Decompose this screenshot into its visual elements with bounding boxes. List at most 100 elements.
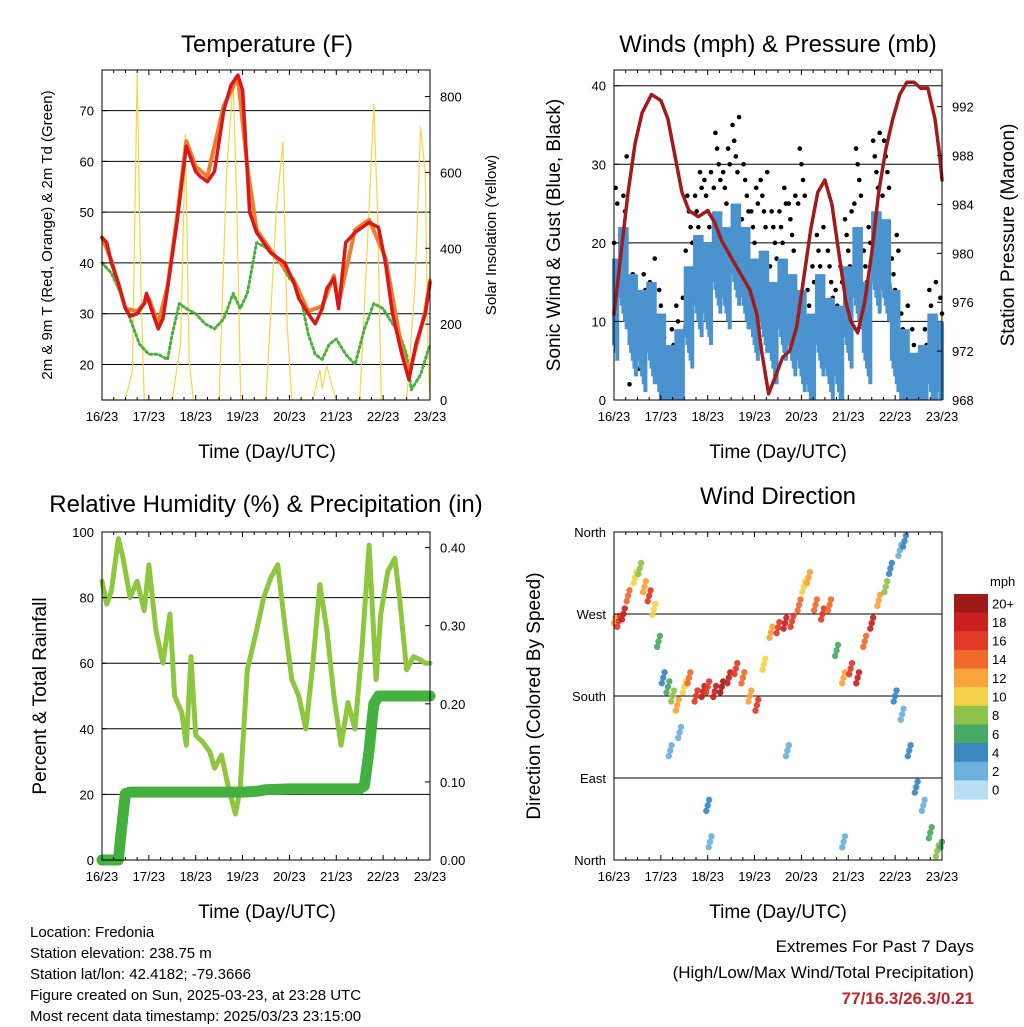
direction-point	[846, 670, 853, 678]
x-tick-label: 21/23	[832, 409, 865, 424]
direction-point	[834, 641, 842, 649]
direction-point	[691, 698, 698, 705]
direction-point	[712, 682, 720, 690]
gust-point	[624, 154, 629, 159]
direction-point	[649, 611, 656, 619]
direction-point	[790, 612, 797, 620]
colorbar-swatch	[954, 668, 988, 688]
gust-point	[758, 177, 763, 183]
direction-point	[704, 802, 711, 809]
direction-point	[669, 692, 676, 700]
direction-point	[841, 833, 849, 840]
direction-point	[752, 707, 759, 714]
y-tick-label: West	[577, 607, 607, 622]
y-tick-label: 400	[440, 241, 462, 256]
direction-point	[644, 598, 651, 605]
station-location: Location: Fredonia	[30, 924, 155, 941]
colorbar-label: 4	[992, 745, 999, 760]
gust-point	[742, 177, 748, 183]
gust-point	[833, 287, 838, 293]
direction-point	[783, 614, 790, 621]
direction-point	[687, 669, 694, 676]
direction-point	[875, 597, 882, 604]
direction-point	[806, 568, 814, 576]
gust-point	[685, 193, 690, 199]
direction-point	[635, 570, 642, 578]
gust-point	[821, 224, 826, 230]
direction-point	[732, 665, 740, 672]
temperature-panel: Temperature (F) 20 30 40 50 60 70 0 200 400 600 80…	[39, 31, 500, 463]
direction-point	[655, 638, 662, 645]
x-tick-label: 19/23	[738, 409, 771, 424]
direction-point	[767, 629, 775, 636]
direction-point	[920, 802, 927, 809]
direction-point	[746, 692, 754, 700]
direction-point	[925, 834, 933, 842]
temperature-series	[100, 73, 432, 401]
gust-point	[703, 193, 709, 199]
colorbar-label: 12	[992, 671, 1006, 686]
direction-point	[656, 632, 664, 640]
gust-point	[752, 240, 757, 246]
gust-point	[806, 303, 812, 309]
direction-point	[706, 838, 714, 845]
station-pressure-line	[612, 80, 944, 396]
gust-point	[707, 224, 712, 230]
direction-point	[658, 680, 665, 687]
direction-point	[711, 688, 718, 695]
y-tick-label: North	[574, 525, 606, 540]
direction-point	[907, 742, 914, 749]
y-tick-label: 40	[80, 256, 94, 271]
gust-point	[652, 256, 658, 261]
colorbar-swatch	[954, 612, 988, 632]
gust-point	[866, 224, 871, 230]
direction-point	[868, 619, 875, 627]
gust-point	[688, 224, 693, 230]
gust-point	[881, 138, 887, 144]
colorbar-label: 14	[992, 652, 1006, 667]
gust-point	[797, 146, 803, 151]
gust-point	[675, 319, 681, 324]
colorbar-swatch	[954, 631, 988, 651]
gust-point	[802, 193, 808, 199]
gust-point	[842, 216, 848, 222]
gust-point	[656, 287, 662, 293]
x-tick-label: 22/23	[879, 409, 912, 424]
direction-point	[745, 698, 752, 705]
direction-point	[854, 674, 861, 681]
direction-point	[911, 789, 919, 796]
direction-point	[755, 696, 762, 703]
x-tick-label: 21/23	[320, 409, 353, 424]
gust-point	[856, 177, 862, 183]
humidity-title: Relative Humidity (%) & Precipitation (i…	[49, 491, 482, 518]
direction-point	[705, 844, 712, 851]
y-tick-label: East	[580, 771, 606, 786]
gust-point	[702, 177, 707, 183]
gust-point	[699, 185, 704, 191]
direction-point	[666, 678, 673, 685]
gust-point	[853, 146, 859, 151]
direction-point	[813, 596, 821, 603]
direction-point	[861, 638, 868, 645]
y-tick-label: 50	[80, 205, 94, 220]
gust-point	[760, 193, 765, 199]
humidity-x-axis-label: Time (Day/UTC)	[198, 902, 336, 923]
direction-point	[784, 747, 791, 754]
gust-point	[683, 248, 688, 254]
gust-point	[791, 248, 796, 254]
gust-point	[614, 201, 620, 206]
direction-point	[759, 666, 766, 673]
direction-point	[621, 605, 628, 612]
y-tick-label: 0.30	[440, 619, 465, 634]
gust-point	[795, 201, 801, 206]
direction-point	[717, 689, 724, 696]
gust-point	[885, 169, 890, 175]
gust-point	[896, 248, 901, 254]
gust-point	[911, 342, 917, 348]
gust-point	[814, 232, 820, 238]
direction-points	[610, 532, 946, 860]
y-tick-label: 200	[440, 317, 462, 332]
gust-point	[641, 271, 647, 277]
y-tick-label: 10	[592, 314, 606, 329]
direction-point	[890, 698, 897, 705]
